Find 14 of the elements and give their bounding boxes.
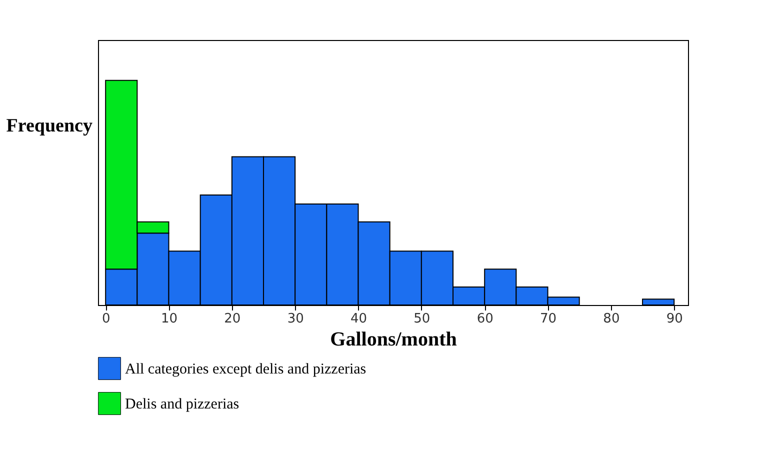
x-tick-label: 40	[350, 312, 368, 326]
x-axis-title: Gallons/month	[330, 328, 457, 350]
x-tick-label: 80	[603, 312, 620, 326]
x-tick-label: 70	[540, 312, 557, 326]
x-tick-label: 10	[160, 312, 178, 326]
x-tick-label: 60	[476, 312, 494, 326]
x-tick-label: 90	[666, 312, 683, 326]
x-tick-label: 0	[102, 312, 110, 326]
legend-label: All categories except delis and pizzerias	[125, 362, 366, 378]
x-tick-label: 30	[287, 312, 304, 326]
legend-label: Delis and pizzerias	[125, 396, 240, 412]
x-tick-label: 50	[414, 312, 430, 326]
x-tick-label: 20	[224, 312, 241, 326]
y-axis-title: Frequency	[6, 116, 93, 136]
